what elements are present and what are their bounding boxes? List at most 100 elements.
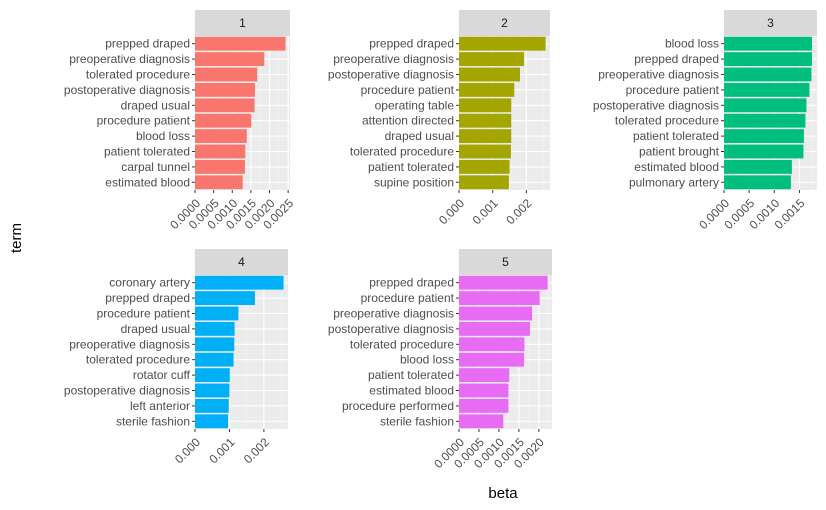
bar-postoperative-diagnosis [195, 82, 255, 97]
term-label: procedure patient [626, 83, 720, 97]
term-label: pulmonary artery [629, 175, 719, 189]
term-label: prepped draped [369, 276, 454, 290]
bar-draped-usual [459, 129, 512, 144]
term-label: rotator cuff [133, 368, 191, 382]
term-label: patient tolerated [633, 129, 719, 143]
bar-tolerated-procedure [724, 113, 806, 128]
term-label: sterile fashion [380, 414, 454, 428]
facet-strip-label: 5 [502, 255, 509, 269]
bar-preoperative-diagnosis [459, 306, 533, 321]
bar-postoperative-diagnosis [195, 383, 230, 398]
bar-postoperative-diagnosis [459, 67, 521, 82]
term-label: preoperative diagnosis [69, 337, 190, 351]
x-tick-label: 0.001 [206, 435, 237, 466]
bar-estimated-blood [459, 383, 509, 398]
term-label: draped usual [121, 98, 190, 112]
bar-postoperative-diagnosis [724, 98, 807, 113]
term-label: tolerated procedure [350, 145, 454, 159]
bar-carpal-tunnel [195, 159, 245, 174]
term-label: preoperative diagnosis [333, 52, 454, 66]
term-label: blood loss [665, 37, 719, 51]
bar-tolerated-procedure [195, 67, 258, 82]
facet-strip-label: 1 [239, 16, 246, 30]
term-label: procedure patient [361, 83, 455, 97]
term-label: tolerated procedure [86, 353, 190, 367]
facet-strip-label: 4 [238, 255, 245, 269]
term-label: tolerated procedure [86, 68, 190, 82]
term-label: preoperative diagnosis [333, 307, 454, 321]
term-label: draped usual [121, 322, 190, 336]
term-label: tolerated procedure [615, 114, 719, 128]
term-label: postoperative diagnosis [328, 322, 454, 336]
term-label: prepped draped [105, 291, 190, 305]
term-label: preoperative diagnosis [69, 52, 190, 66]
term-label: patient tolerated [104, 145, 190, 159]
term-label: prepped draped [369, 37, 454, 51]
facet-strip [724, 10, 817, 36]
term-label: procedure performed [342, 399, 454, 413]
term-label: postoperative diagnosis [593, 98, 719, 112]
term-label: estimated blood [369, 384, 454, 398]
bar-patient-brought [724, 144, 804, 159]
term-label: postoperative diagnosis [64, 83, 190, 97]
x-tick-label: 0.002 [503, 196, 534, 227]
term-label: sterile fashion [116, 414, 190, 428]
term-label: patient tolerated [368, 368, 454, 382]
facet-strip-label: 3 [767, 16, 774, 30]
term-label: blood loss [136, 129, 190, 143]
bar-preoperative-diagnosis [724, 67, 812, 82]
bar-preoperative-diagnosis [195, 337, 235, 352]
term-label: prepped draped [634, 52, 719, 66]
facet-strip [195, 249, 288, 275]
term-label: estimated blood [105, 175, 190, 189]
bar-tolerated-procedure [459, 144, 511, 159]
term-label: preoperative diagnosis [598, 68, 719, 82]
bar-procedure-patient [459, 82, 515, 97]
term-label: prepped draped [105, 37, 190, 51]
bar-estimated-blood [195, 175, 243, 190]
term-label: procedure patient [97, 307, 191, 321]
bar-left-anterior [195, 398, 229, 413]
x-tick-label: 0.000 [172, 435, 203, 466]
facet-strip-label: 2 [501, 16, 508, 30]
facet-strip [459, 249, 552, 275]
bar-blood-loss [195, 129, 247, 144]
bar-pulmonary-artery [724, 175, 791, 190]
term-label: draped usual [385, 129, 454, 143]
bar-procedure-patient [459, 291, 540, 306]
term-label: postoperative diagnosis [328, 68, 454, 82]
bar-patient-tolerated [724, 129, 804, 144]
bar-postoperative-diagnosis [459, 321, 531, 336]
term-label: postoperative diagnosis [64, 384, 190, 398]
term-label: carpal tunnel [121, 160, 190, 174]
x-tick-label: 0.000 [436, 196, 467, 227]
term-label: estimated blood [634, 160, 719, 174]
bar-procedure-patient [724, 82, 810, 97]
term-label: operating table [375, 98, 455, 112]
term-label: attention directed [362, 114, 454, 128]
term-label: supine position [374, 175, 454, 189]
term-label: procedure patient [361, 291, 455, 305]
bar-sterile-fashion [459, 414, 504, 429]
bar-prepped-draped [195, 36, 286, 51]
bar-prepped-draped [195, 291, 255, 306]
bar-attention-directed [459, 113, 512, 128]
bar-draped-usual [195, 321, 235, 336]
facet-strip [459, 10, 550, 36]
term-label: patient brought [639, 145, 720, 159]
facet-strip [195, 10, 290, 36]
bar-preoperative-diagnosis [195, 52, 265, 67]
bar-supine-position [459, 175, 509, 190]
bar-blood-loss [724, 36, 812, 51]
bar-draped-usual [195, 98, 255, 113]
term-label: tolerated procedure [350, 337, 454, 351]
bar-procedure-patient [195, 113, 252, 128]
bar-procedure-patient [195, 306, 239, 321]
term-label: patient tolerated [368, 160, 454, 174]
bar-operating-table [459, 98, 512, 113]
bar-patient-tolerated [459, 368, 510, 383]
